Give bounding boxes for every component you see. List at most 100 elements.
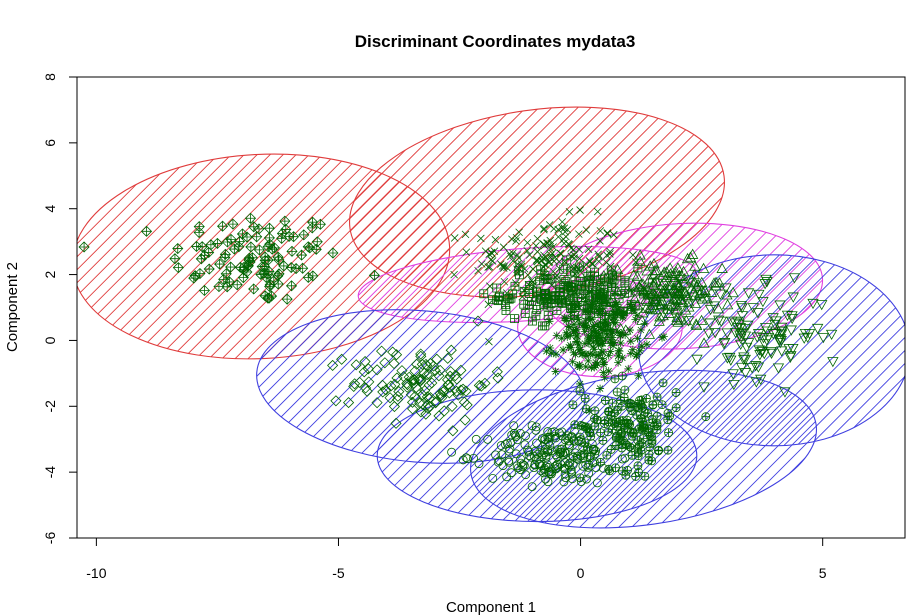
data-point — [584, 356, 593, 365]
data-point — [603, 251, 611, 260]
data-point — [227, 218, 239, 230]
data-point — [262, 268, 274, 280]
data-point — [380, 384, 392, 396]
data-point — [416, 358, 428, 370]
data-point — [637, 278, 649, 289]
y-tick-label: -4 — [42, 466, 58, 479]
data-point — [211, 237, 223, 250]
data-point — [551, 450, 561, 460]
data-point — [650, 275, 662, 286]
data-point — [604, 351, 613, 360]
data-point — [510, 314, 519, 324]
data-point — [594, 341, 603, 350]
data-point — [513, 251, 522, 259]
data-point — [728, 379, 740, 391]
data-point — [656, 294, 668, 306]
data-point — [568, 357, 577, 366]
data-point — [273, 268, 285, 280]
data-point — [486, 282, 494, 290]
data-point — [600, 326, 609, 335]
data-point — [705, 286, 718, 297]
data-point — [775, 329, 788, 340]
data-point — [643, 273, 656, 284]
data-point — [533, 257, 542, 266]
data-point — [627, 443, 636, 453]
data-point — [740, 342, 753, 354]
data-point — [459, 414, 471, 426]
data-point — [699, 285, 711, 296]
data-point — [575, 473, 585, 483]
ellipse-hatch — [638, 254, 905, 446]
data-point — [588, 445, 598, 454]
data-point — [376, 379, 389, 391]
data-point — [368, 269, 380, 281]
data-point — [688, 286, 700, 297]
data-point — [231, 279, 243, 291]
data-point — [371, 364, 383, 376]
data-point — [567, 292, 577, 302]
data-point — [579, 321, 588, 330]
data-point — [511, 432, 521, 442]
data-point — [709, 328, 721, 339]
data-point — [562, 255, 572, 265]
data-point — [445, 344, 457, 356]
data-point — [623, 465, 632, 475]
data-point — [434, 388, 446, 400]
data-point — [786, 313, 798, 325]
data-point — [594, 250, 602, 259]
data-point — [330, 395, 342, 407]
data-point — [598, 347, 607, 356]
data-point — [553, 459, 562, 469]
data-point — [606, 325, 615, 334]
data-point — [613, 305, 622, 314]
data-point — [747, 303, 760, 314]
data-point — [701, 412, 711, 422]
data-point — [572, 337, 581, 346]
data-point — [663, 307, 675, 318]
data-point — [306, 216, 319, 228]
data-point — [203, 246, 215, 259]
data-point — [678, 273, 691, 284]
data-point — [561, 473, 570, 483]
data-point — [574, 262, 584, 272]
data-point — [502, 472, 512, 482]
data-point — [592, 332, 601, 341]
data-point — [531, 422, 541, 432]
data-point — [525, 300, 534, 310]
data-point — [535, 447, 545, 457]
data-point — [769, 319, 781, 331]
data-point — [542, 260, 550, 269]
data-point — [652, 411, 662, 421]
data-point — [573, 454, 583, 464]
data-point — [635, 283, 648, 294]
points-layer — [78, 206, 839, 492]
data-point — [664, 428, 673, 438]
data-point — [595, 283, 605, 293]
data-point — [735, 300, 748, 312]
data-point — [598, 463, 608, 473]
data-point — [562, 316, 571, 325]
data-point — [720, 283, 732, 294]
data-point — [194, 267, 206, 280]
data-point — [561, 448, 571, 458]
data-point — [636, 314, 648, 325]
data-point — [647, 293, 659, 304]
data-point — [688, 268, 700, 280]
data-point — [760, 274, 772, 286]
data-point — [424, 357, 436, 370]
data-point — [632, 350, 641, 359]
data-point — [78, 241, 90, 253]
data-point — [586, 451, 595, 461]
data-point — [685, 283, 698, 294]
data-point — [816, 300, 828, 311]
data-point — [604, 273, 614, 283]
data-point — [545, 221, 554, 229]
data-point — [582, 323, 591, 332]
data-point — [541, 452, 551, 462]
data-point — [500, 262, 508, 270]
data-point — [770, 316, 782, 327]
data-point — [527, 316, 537, 326]
data-point — [560, 463, 570, 473]
data-point — [619, 393, 629, 402]
